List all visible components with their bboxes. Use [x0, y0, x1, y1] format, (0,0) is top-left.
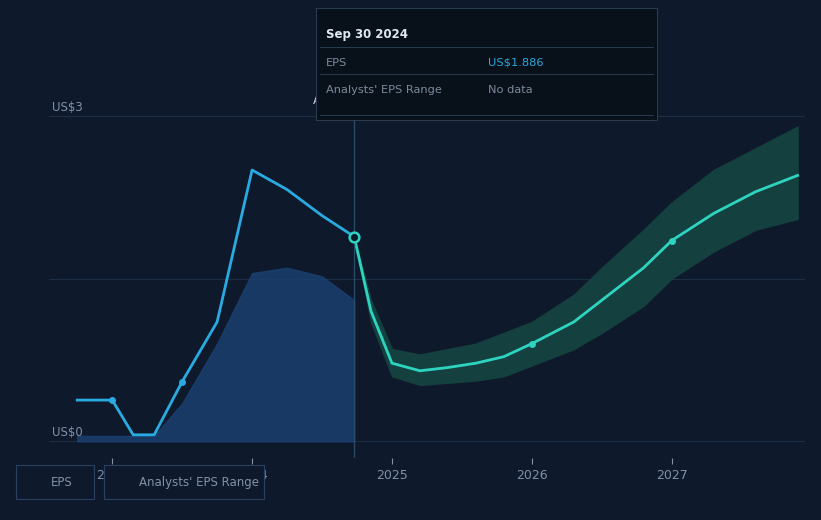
Text: Sep 30 2024: Sep 30 2024: [326, 28, 408, 41]
Circle shape: [121, 478, 126, 488]
Text: No data: No data: [488, 85, 533, 95]
Text: Actual: Actual: [313, 94, 350, 107]
Text: US$1.886: US$1.886: [488, 58, 544, 68]
Text: Analysts Forecasts: Analysts Forecasts: [361, 94, 471, 107]
Text: Analysts' EPS Range: Analysts' EPS Range: [139, 476, 259, 489]
Circle shape: [119, 475, 128, 491]
Text: Analysts' EPS Range: Analysts' EPS Range: [326, 85, 442, 95]
Text: US$3: US$3: [52, 100, 83, 113]
Text: EPS: EPS: [326, 58, 347, 68]
Circle shape: [33, 478, 39, 488]
Circle shape: [25, 475, 34, 491]
Text: US$0: US$0: [52, 426, 83, 439]
Text: EPS: EPS: [51, 476, 72, 489]
Circle shape: [112, 475, 122, 491]
Circle shape: [31, 475, 40, 491]
